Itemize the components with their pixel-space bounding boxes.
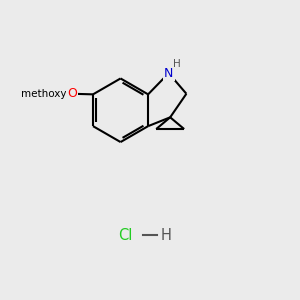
Text: methyl: methyl [51,92,56,94]
Text: O: O [67,87,76,100]
Text: Cl: Cl [118,228,132,243]
Text: N: N [164,67,173,80]
Text: methoxy: methoxy [52,92,58,94]
Text: H: H [161,228,172,243]
Text: H: H [173,59,181,69]
Text: methoxy: methoxy [20,89,66,99]
Text: O: O [67,87,77,100]
